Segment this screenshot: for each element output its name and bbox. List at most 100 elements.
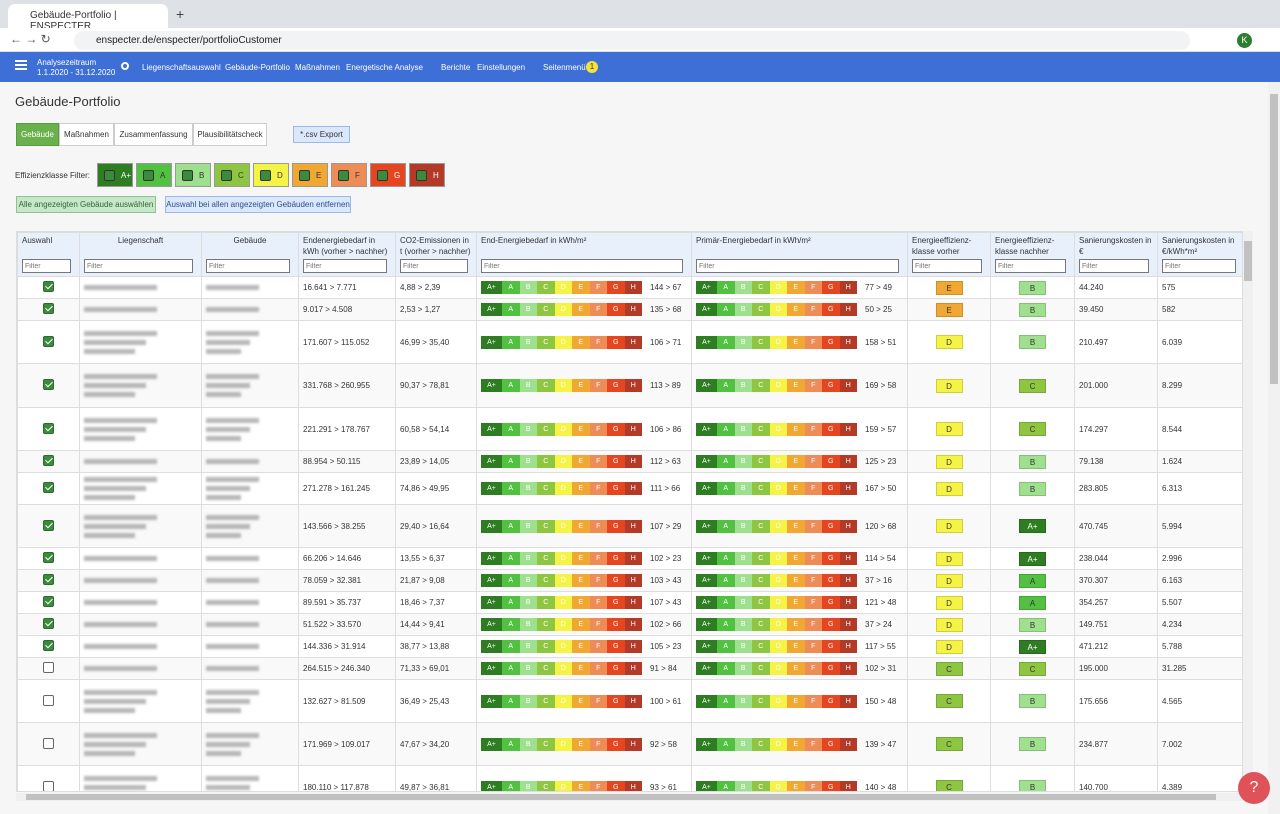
class-before: D (908, 473, 991, 505)
energy-value: 121 > 48 (865, 598, 896, 607)
redacted-text (84, 733, 157, 738)
class-filter[interactable]: A+ (97, 163, 133, 187)
column-filter[interactable] (912, 259, 982, 273)
tab[interactable]: Plausibilitätscheck (193, 123, 267, 146)
class-filter[interactable]: A (136, 163, 172, 187)
scale-segment: C (537, 303, 555, 316)
row-checkbox[interactable] (43, 423, 54, 434)
tab[interactable]: Zusammenfassung (114, 123, 193, 146)
scale-segment: A (502, 303, 520, 316)
pin-icon[interactable] (121, 62, 129, 70)
column-filter[interactable] (206, 259, 290, 273)
energy-scale: A+ABCDEFGH (481, 781, 642, 793)
class-filter[interactable]: C (214, 163, 250, 187)
end-demand: 132.627 > 81.509 (299, 680, 396, 723)
row-checkbox[interactable] (43, 574, 54, 585)
nav-item[interactable]: Maßnahmen (295, 63, 340, 72)
filter-checkbox[interactable] (377, 170, 388, 181)
column-filter[interactable] (303, 259, 387, 273)
profile-avatar[interactable]: K (1237, 33, 1252, 48)
csv-export[interactable]: *.csv Export (293, 126, 350, 143)
nav-item[interactable]: Gebäude-Portfolio (225, 63, 290, 72)
row-checkbox[interactable] (43, 596, 54, 607)
column-filter[interactable] (696, 259, 899, 273)
scale-segment: G (822, 379, 840, 392)
row-checkbox[interactable] (43, 520, 54, 531)
scale-segment: E (787, 738, 805, 751)
row-checkbox[interactable] (43, 662, 54, 673)
new-tab[interactable]: + (176, 6, 184, 22)
row-checkbox[interactable] (43, 303, 54, 314)
scale-segment: F (805, 662, 823, 675)
row-checkbox[interactable] (43, 455, 54, 466)
class-filter[interactable]: B (175, 163, 211, 187)
row-checkbox[interactable] (43, 781, 54, 792)
table-row: 132.627 > 81.50936,49 > 25,43A+ABCDEFGH1… (18, 680, 1244, 723)
class-filter[interactable]: H (409, 163, 445, 187)
class-after: B (991, 451, 1075, 473)
costs: 201.000 (1075, 364, 1158, 408)
column-filter[interactable] (995, 259, 1066, 273)
energy-value: 93 > 61 (650, 783, 677, 792)
energy-scale: A+ABCDEFGH (481, 618, 642, 631)
scale-segment: G (822, 520, 840, 533)
deselect-all[interactable]: Auswahl bei allen angezeigten Gebäuden e… (165, 196, 351, 213)
filter-checkbox[interactable] (416, 170, 427, 181)
row-checkbox[interactable] (43, 379, 54, 390)
address-bar[interactable]: enspecter.de/enspecter/portfolioCustomer (74, 31, 1190, 50)
h-scrollbar[interactable] (16, 793, 1253, 801)
filter-checkbox[interactable] (338, 170, 349, 181)
scale-segment: G (822, 618, 840, 631)
column-filter[interactable] (22, 259, 71, 273)
energy-scale: A+ABCDEFGH (481, 379, 642, 392)
nav-item[interactable]: Einstellungen (477, 63, 525, 72)
row-checkbox[interactable] (43, 482, 54, 493)
help-button[interactable]: ? (1238, 772, 1270, 804)
page-scrollbar[interactable] (1268, 82, 1280, 814)
column-filter[interactable] (1162, 259, 1236, 273)
filter-checkbox[interactable] (182, 170, 193, 181)
nav-item[interactable]: Liegenschaftsauswahl (142, 63, 221, 72)
class-filter[interactable]: G (370, 163, 406, 187)
tab[interactable]: Maßnahmen (59, 123, 114, 146)
redacted-cell (202, 364, 299, 408)
filter-checkbox[interactable] (299, 170, 310, 181)
filter-checkbox[interactable] (143, 170, 154, 181)
column-filter[interactable] (84, 259, 193, 273)
row-checkbox[interactable] (43, 552, 54, 563)
scale-segment: D (555, 695, 573, 708)
energy-value: 102 > 31 (865, 664, 896, 673)
row-checkbox[interactable] (43, 738, 54, 749)
nav-buttons[interactable]: ← → ↻ (10, 32, 51, 46)
row-checkbox[interactable] (43, 618, 54, 629)
class-filter[interactable]: E (292, 163, 328, 187)
class-filter[interactable]: D (253, 163, 289, 187)
nav-item[interactable]: Seitenmenü (543, 63, 586, 72)
class-filter[interactable]: F (331, 163, 367, 187)
column-filter[interactable] (1079, 259, 1149, 273)
menu-icon[interactable] (15, 60, 27, 70)
nav-item[interactable]: Berichte (441, 63, 470, 72)
tab[interactable]: Gebäude (16, 123, 59, 146)
row-checkbox[interactable] (43, 281, 54, 292)
table-scrollbar[interactable] (1243, 231, 1253, 792)
energy-value: 91 > 84 (650, 664, 677, 673)
filter-checkbox[interactable] (221, 170, 232, 181)
filter-checkbox[interactable] (104, 170, 115, 181)
select-all[interactable]: Alle angezeigten Gebäude auswählen (16, 196, 156, 213)
column-filter[interactable] (400, 259, 468, 273)
class-before: C (908, 680, 991, 723)
column-filter[interactable] (481, 259, 683, 273)
page-title: Gebäude-Portfolio (15, 94, 121, 109)
scale-segment: H (840, 552, 858, 565)
row-checkbox[interactable] (43, 640, 54, 651)
nav-item[interactable]: Energetische Analyse (346, 63, 423, 72)
scale-segment: F (590, 695, 608, 708)
redacted-cell (202, 548, 299, 570)
row-checkbox[interactable] (43, 695, 54, 706)
browser-tab[interactable]: Gebäude-Portfolio | ENSPECTER (8, 4, 168, 28)
filter-checkbox[interactable] (260, 170, 271, 181)
row-checkbox[interactable] (43, 336, 54, 347)
class-badge: A (1019, 574, 1046, 588)
scale-segment: G (822, 423, 840, 436)
